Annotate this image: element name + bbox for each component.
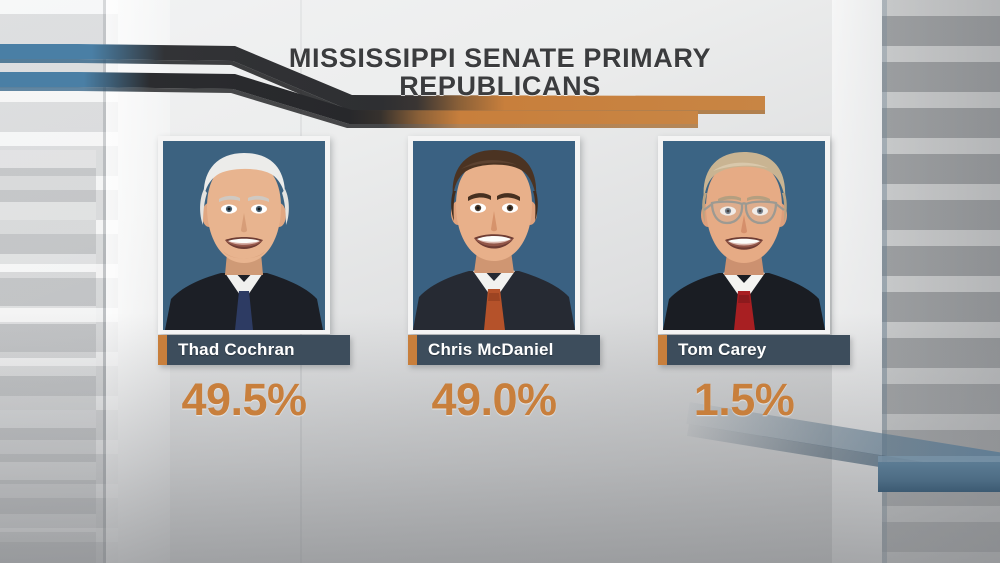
candidate-percent: 49.5%	[181, 374, 307, 425]
candidate-card: Chris McDaniel 49.0%	[408, 136, 600, 423]
name-accent-bar	[408, 335, 417, 365]
portrait-tom-carey-icon	[663, 141, 825, 330]
name-accent-bar	[158, 335, 167, 365]
candidate-photo-frame	[158, 136, 330, 334]
background-mullion-left	[103, 0, 106, 563]
candidate-name: Chris McDaniel	[428, 340, 554, 359]
background-right-plinth-top	[878, 456, 1000, 463]
candidate-name-bar: Chris McDaniel	[408, 335, 600, 365]
candidate-photo	[413, 141, 575, 330]
candidate-name-bar: Tom Carey	[658, 335, 850, 365]
candidate-photo-frame	[658, 136, 830, 334]
background-right-plinth	[878, 462, 1000, 492]
candidate-name: Tom Carey	[678, 340, 767, 359]
eyeglasses-icon	[703, 200, 785, 225]
header-ribbon	[0, 0, 1000, 140]
candidate-photo	[663, 141, 825, 330]
candidate-card: Tom Carey 1.5%	[658, 136, 850, 423]
portrait-chris-mcdaniel-icon	[413, 141, 575, 330]
name-accent-bar	[658, 335, 667, 365]
candidate-name-bar: Thad Cochran	[158, 335, 350, 365]
candidate-photo-frame	[408, 136, 580, 334]
portrait-thad-cochran-icon	[163, 141, 325, 330]
candidate-photo	[163, 141, 325, 330]
candidate-name: Thad Cochran	[178, 340, 295, 359]
candidate-percent: 49.0%	[431, 374, 557, 425]
background-right-edge	[882, 0, 887, 563]
candidate-percent: 1.5%	[693, 374, 795, 425]
candidate-card: Thad Cochran 49.5%	[158, 136, 350, 423]
